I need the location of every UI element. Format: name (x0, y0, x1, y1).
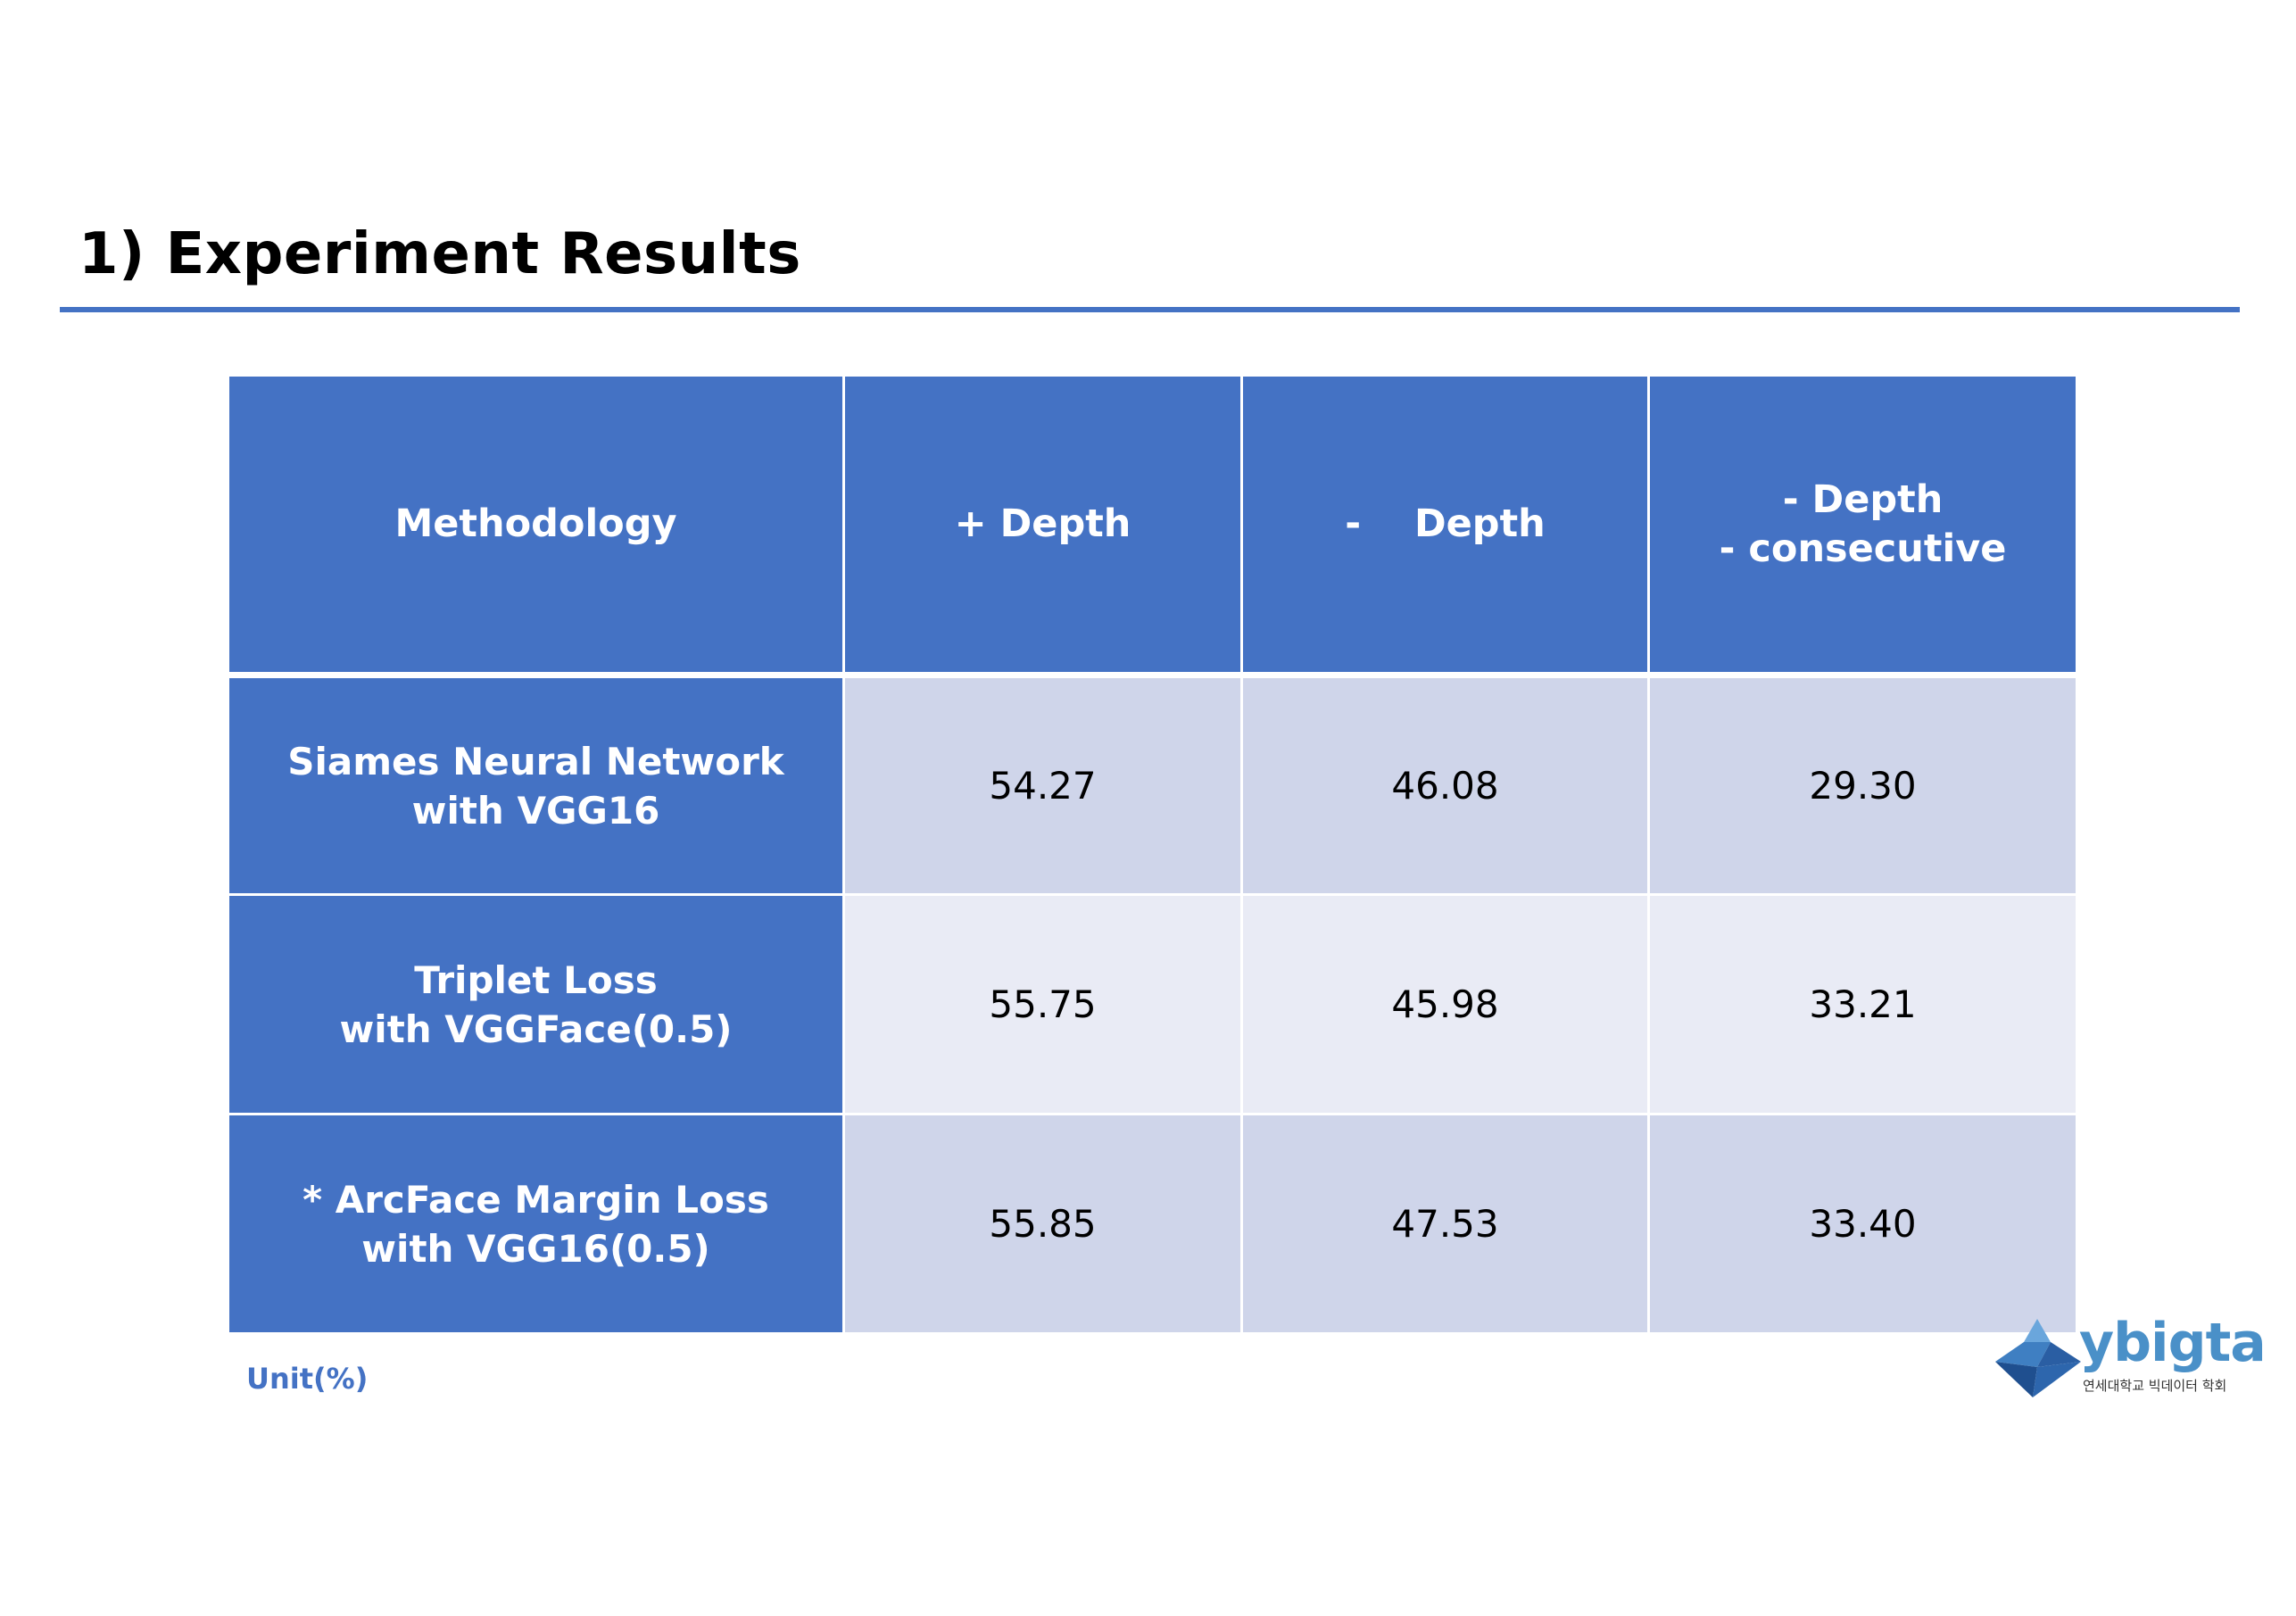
method-backbone: with VGG16(0.5) (361, 1226, 710, 1271)
table-header-row: Methodology + Depth - Depth - Depth - co… (227, 374, 2078, 678)
method-backbone: with VGG16 (411, 788, 660, 833)
method-name: Siames Neural Network (287, 739, 784, 783)
logo-wordmark: ybigta (2079, 1312, 2267, 1374)
value-cell: 33.40 (1647, 1113, 2078, 1335)
header-minus-depth: - Depth (1240, 374, 1650, 678)
results-table: Methodology + Depth - Depth - Depth - co… (227, 374, 2078, 1335)
ybigta-logo: ybigta 연세대학교 빅데이터 학회 (1988, 1310, 2267, 1408)
header-text-line-2: - consecutive (1719, 526, 2007, 571)
value-cell: 55.75 (842, 893, 1243, 1115)
method-name: * ArcFace Margin Loss (303, 1177, 769, 1222)
method-name: Triplet Loss (414, 957, 658, 1002)
method-cell: Siames Neural Network with VGG16 (227, 674, 845, 896)
unit-note: Unit(%) (246, 1362, 369, 1396)
iceberg-logo-icon (1995, 1319, 2081, 1397)
value-cell: 47.53 (1240, 1113, 1650, 1335)
table-row: Siames Neural Network with VGG16 54.27 4… (227, 674, 2078, 896)
logo-subtitle: 연세대학교 빅데이터 학회 (2083, 1378, 2227, 1394)
header-text: Methodology (394, 501, 677, 546)
table-row: Triplet Loss with VGGFace(0.5) 55.75 45.… (227, 893, 2078, 1115)
value-cell: 45.98 (1240, 893, 1650, 1115)
value-cell: 46.08 (1240, 674, 1650, 896)
title-divider (60, 307, 2240, 312)
table-row: * ArcFace Margin Loss with VGG16(0.5) 55… (227, 1113, 2078, 1335)
value-cell: 54.27 (842, 674, 1243, 896)
method-cell: Triplet Loss with VGGFace(0.5) (227, 893, 845, 1115)
header-text-line-1: - Depth (1782, 477, 1944, 522)
header-minus-depth-consecutive: - Depth - consecutive (1647, 374, 2078, 678)
header-methodology: Methodology (227, 374, 845, 678)
header-plus-depth: + Depth (842, 374, 1243, 678)
header-text: + Depth (954, 501, 1131, 546)
value-cell: 33.21 (1647, 893, 2078, 1115)
value-cell: 55.85 (842, 1113, 1243, 1335)
header-text: - Depth (1345, 501, 1546, 546)
method-backbone: with VGGFace(0.5) (339, 1007, 733, 1051)
page-title: 1) Experiment Results (79, 221, 801, 287)
value-cell: 29.30 (1647, 674, 2078, 896)
method-cell: * ArcFace Margin Loss with VGG16(0.5) (227, 1113, 845, 1335)
